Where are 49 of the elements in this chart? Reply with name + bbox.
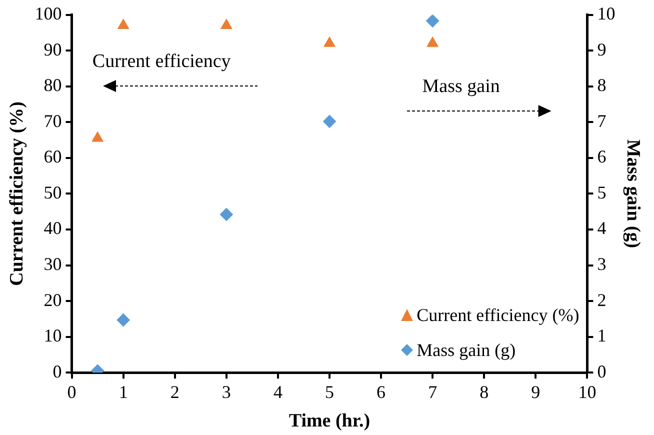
x-tick-label: 1 xyxy=(118,382,128,402)
y-tick-label: 40 xyxy=(44,218,62,238)
point xyxy=(116,314,130,327)
y-tick-label: 100 xyxy=(34,4,62,24)
x-tick-label: 0 xyxy=(67,382,76,402)
point xyxy=(323,114,336,128)
y-tick-label: 50 xyxy=(44,182,62,202)
y-tick-label: 70 xyxy=(44,110,62,131)
y2-tick-label: 3 xyxy=(597,254,606,274)
annotation: Mass gain xyxy=(422,76,500,98)
y-tick-label: 60 xyxy=(44,146,62,167)
annotation: Current efficiency xyxy=(92,50,231,73)
x-tick-label: 6 xyxy=(376,382,386,402)
y2-tick-label: 8 xyxy=(597,75,606,96)
point xyxy=(426,36,438,47)
y2-axis-title: Mass gain (g) xyxy=(622,139,644,248)
y-axis-title: Current efficiency (%) xyxy=(6,102,28,286)
point xyxy=(220,19,232,30)
y2-tick-label: 5 xyxy=(597,182,606,202)
point xyxy=(118,19,130,30)
y2-tick-label: 7 xyxy=(597,110,606,131)
y-tick-label: 0 xyxy=(52,361,62,382)
x-tick-label: 5 xyxy=(325,382,334,402)
y2-tick-label: 6 xyxy=(597,146,606,167)
x-tick-label: 8 xyxy=(480,382,489,402)
y-tick-label: 90 xyxy=(44,39,62,60)
point xyxy=(324,36,336,47)
y2-tick-label: 2 xyxy=(597,290,606,310)
x-tick-label: 10 xyxy=(578,382,596,402)
y-tick-label: 10 xyxy=(44,326,62,346)
y-tick-label: 80 xyxy=(44,75,62,96)
point xyxy=(92,132,104,142)
point xyxy=(220,208,233,221)
x-tick-label: 7 xyxy=(428,382,438,402)
x-tick-label: 3 xyxy=(222,382,231,402)
y2-tick-label: 4 xyxy=(597,218,606,238)
legend-label: Mass gain (g) xyxy=(416,340,516,361)
x-axis-title: Time (hr.) xyxy=(288,410,370,432)
x-tick-label: 2 xyxy=(170,382,180,402)
y-tick-label: 30 xyxy=(44,254,62,274)
y2-tick-label: 1 xyxy=(597,326,606,346)
point xyxy=(426,14,440,28)
x-tick-label: 9 xyxy=(531,382,540,402)
y2-tick-label: 0 xyxy=(597,361,606,382)
y2-tick-label: 10 xyxy=(597,4,616,24)
y2-tick-label: 9 xyxy=(597,39,606,60)
x-tick-label: 4 xyxy=(273,382,282,402)
y-tick-label: 20 xyxy=(44,290,62,310)
legend-label: Current efficiency (%) xyxy=(416,304,580,326)
